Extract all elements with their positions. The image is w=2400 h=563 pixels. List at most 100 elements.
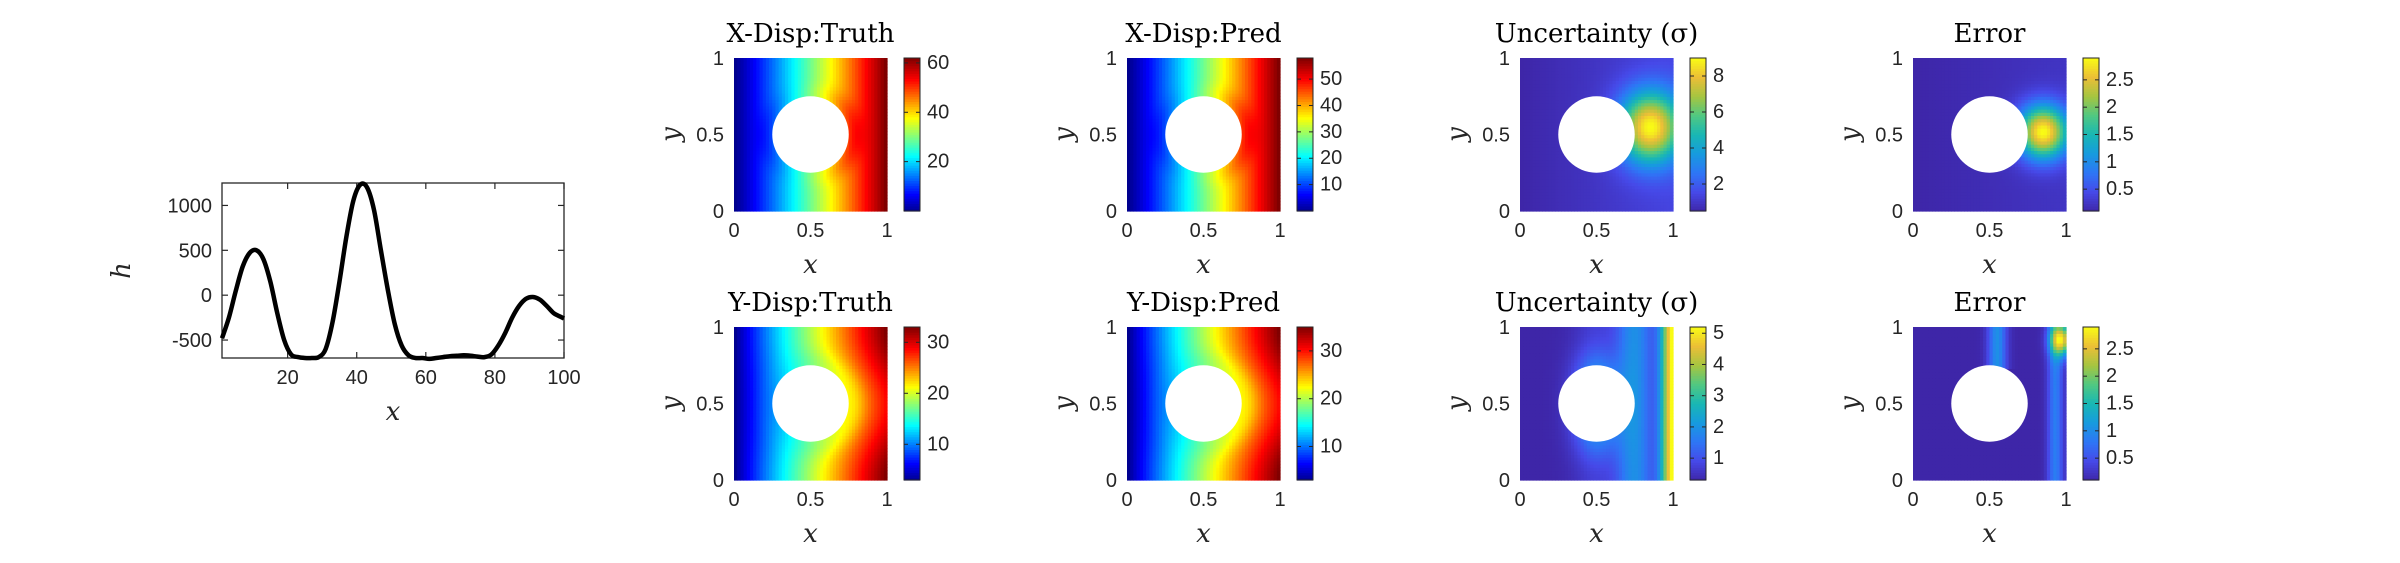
heatmap-cell: [743, 89, 748, 94]
heatmap-cell: [740, 86, 745, 91]
heatmap-cell: [858, 121, 863, 126]
heatmap-cell: [772, 195, 777, 199]
heatmap-cell: [871, 207, 875, 212]
heatmap-cell: [839, 89, 843, 94]
heatmap-cell: [880, 93, 885, 97]
heatmap-cell: [845, 89, 850, 94]
heatmap-cell: [746, 204, 751, 209]
heatmap-cell: [749, 201, 754, 206]
heatmap-cell: [791, 204, 796, 209]
heatmap-cell: [871, 140, 875, 145]
heatmap-cell: [737, 109, 741, 113]
heatmap-cell: [864, 150, 869, 155]
heatmap-cell: [874, 166, 879, 171]
heatmap-cell: [877, 105, 882, 110]
heatmap-cell: [845, 147, 850, 152]
heatmap-cell: [765, 179, 770, 183]
heatmap-cell: [851, 115, 856, 120]
heatmap-cell: [753, 198, 757, 203]
heatmap-cell: [848, 150, 853, 155]
heatmap-cell: [820, 195, 824, 199]
heatmap-cell: [759, 112, 764, 116]
heatmap-cell: [756, 195, 761, 199]
heatmap-cell: [778, 195, 783, 199]
heatmap-cell: [858, 118, 863, 123]
heatmap-cell: [858, 89, 863, 94]
heatmap-cell: [765, 198, 770, 203]
heatmap-cell: [781, 163, 786, 167]
heatmap-cell: [804, 172, 808, 177]
heatmap-cell: [775, 163, 780, 167]
heatmap-cell: [832, 185, 837, 190]
heatmap-cell: [794, 172, 799, 177]
heatmap-cell: [794, 191, 799, 196]
heatmap-cell: [877, 191, 882, 196]
heatmap-cell: [743, 96, 748, 101]
heatmap-cell: [756, 188, 761, 193]
heatmap-cell: [836, 201, 840, 206]
heatmap-cell: [769, 105, 773, 110]
heatmap-cell: [851, 105, 856, 110]
y-axis-label: y: [1049, 127, 1079, 143]
heatmap-cell: [867, 102, 872, 107]
heatmap-cell: [737, 118, 741, 123]
heatmap-cell: [832, 93, 837, 97]
heatmap-cell: [756, 153, 761, 158]
heatmap-cell: [867, 131, 872, 136]
heatmap-cell: [880, 163, 885, 167]
heatmap-cell: [762, 144, 767, 148]
heatmap-cell: [753, 115, 757, 120]
heatmap-cell: [737, 185, 741, 190]
heatmap-cell: [769, 99, 773, 104]
series-line: [219, 181, 566, 362]
heatmap-cell: [749, 96, 754, 101]
heatmap-cell: [880, 188, 885, 193]
heatmap-cell: [765, 89, 770, 94]
heatmap-cell: [826, 89, 831, 94]
heatmap-cell: [765, 121, 770, 126]
heatmap-cell: [740, 128, 745, 132]
heatmap-cell: [734, 179, 738, 183]
heatmap-cell: [775, 102, 780, 107]
heatmap-cell: [867, 112, 872, 116]
heatmap-cell: [775, 175, 780, 180]
heatmap-cell: [883, 102, 888, 107]
heatmap-cell: [762, 147, 767, 152]
heatmap-cell: [851, 191, 856, 196]
heatmap-cell: [772, 83, 777, 88]
y-tick-label: 0: [713, 201, 724, 223]
heatmap-cell: [829, 182, 834, 187]
heatmap-cell: [753, 172, 757, 177]
heatmap-cell: [756, 198, 761, 203]
heatmap-cell: [858, 188, 863, 193]
heatmap-cell: [842, 204, 847, 209]
heatmap-cell: [737, 182, 741, 187]
heatmap-cell: [855, 198, 859, 203]
heatmap-cell: [765, 144, 770, 148]
heatmap-cell: [759, 191, 764, 196]
heatmap-cell: [880, 169, 885, 174]
heatmap-cell: [737, 172, 741, 177]
heatmap-cell: [871, 89, 875, 94]
heatmap-cell: [867, 86, 872, 91]
heatmap-cell: [778, 166, 783, 171]
heatmap-cell: [851, 137, 856, 142]
heatmap-cell: [769, 137, 773, 142]
heatmap-cell: [756, 83, 761, 88]
heatmap-cell: [737, 128, 741, 132]
heatmap-cell: [842, 156, 847, 161]
heatmap-cell: [804, 86, 808, 91]
heatmap-cell: [877, 112, 882, 116]
heatmap-cell: [848, 144, 853, 148]
heatmap-cell: [810, 182, 815, 187]
heatmap-cell: [749, 80, 754, 85]
heatmap-cell: [746, 160, 751, 164]
heatmap-cell: [813, 185, 818, 190]
heatmap-cell: [829, 172, 834, 177]
heatmap-cell: [845, 172, 850, 177]
heatmap-cell: [807, 191, 812, 196]
heatmap-cell: [772, 147, 777, 152]
heatmap-cell: [877, 182, 882, 187]
heatmap-cell: [769, 112, 773, 116]
heatmap-cell: [855, 86, 859, 91]
